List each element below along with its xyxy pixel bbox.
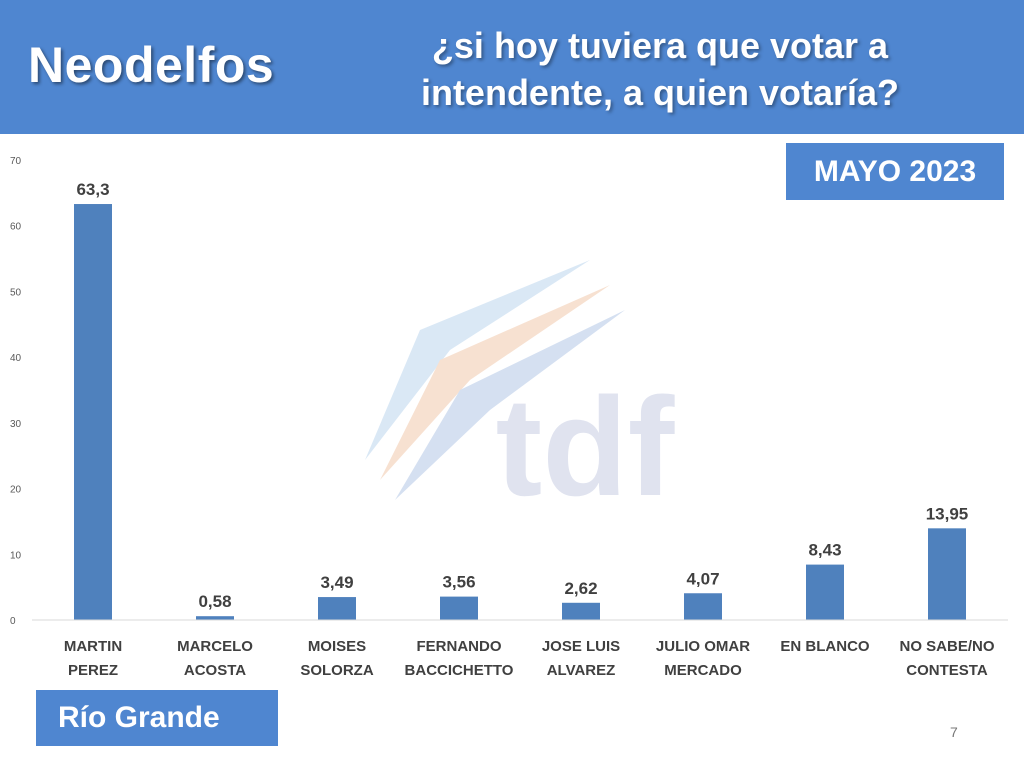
- bar-value-label: 3,56: [442, 573, 475, 592]
- bar: [928, 528, 966, 620]
- survey-question: ¿si hoy tuviera que votar a intendente, …: [420, 25, 900, 113]
- bar-value-label: 2,62: [564, 579, 597, 598]
- bar: [562, 602, 600, 620]
- y-tick-label: 60: [10, 222, 22, 233]
- category-label: JOSE LUIS ALVAREZ: [542, 638, 620, 679]
- y-axis: 0 10 20 30 40 50 60 70: [10, 156, 22, 627]
- bar: [74, 204, 112, 620]
- bars: 63,3 MARTIN PEREZ 0,58 MARCELO ACOSTA 3,49 MOIS…: [64, 180, 995, 679]
- y-tick-label: 30: [10, 419, 22, 430]
- bar: [440, 596, 478, 620]
- y-tick-label: 40: [10, 353, 22, 364]
- category-label: NO SABE/NO CONTESTA: [899, 638, 994, 679]
- category-label: EN BLANCO: [780, 638, 869, 655]
- bar-value-label: 3,49: [320, 573, 353, 592]
- y-tick-label: 50: [10, 287, 22, 298]
- y-tick-label: 0: [10, 616, 16, 627]
- category-label: MOISES SOLORZA: [300, 638, 373, 679]
- category-label: MARCELO ACOSTA: [177, 638, 253, 679]
- watermark-text: tdf: [496, 368, 675, 525]
- y-tick-label: 20: [10, 485, 22, 496]
- city-badge: Río Grande: [36, 690, 278, 746]
- header-banner: Neodelfos ¿si hoy tuviera que votar a in…: [0, 0, 1024, 134]
- y-tick-label: 70: [10, 156, 22, 167]
- bar-value-label: 8,43: [808, 541, 841, 560]
- category-label: JULIO OMAR MERCADO: [656, 638, 750, 679]
- bar-value-label: 0,58: [198, 592, 231, 611]
- y-tick-label: 10: [10, 550, 22, 561]
- bar: [684, 593, 722, 620]
- tdf-watermark-logo: tdf: [365, 260, 675, 525]
- bar: [806, 564, 844, 620]
- brand-title: Neodelfos: [28, 37, 275, 93]
- bar-value-label: 63,3: [76, 180, 109, 199]
- category-label: MARTIN PEREZ: [64, 638, 122, 679]
- date-badge: MAYO 2023: [786, 143, 1004, 200]
- bar: [196, 616, 234, 620]
- vote-intention-bar-chart: tdf 0 10 20 30 40 50 60 70 63,3 MARTIN PEREZ 0,58 M…: [10, 156, 1008, 679]
- bar-value-label: 4,07: [686, 569, 719, 588]
- bar: [318, 597, 356, 620]
- category-label: FERNANDO BACCICHETTO: [405, 638, 514, 679]
- bar-value-label: 13,95: [926, 504, 969, 523]
- page-number: 7: [950, 724, 958, 740]
